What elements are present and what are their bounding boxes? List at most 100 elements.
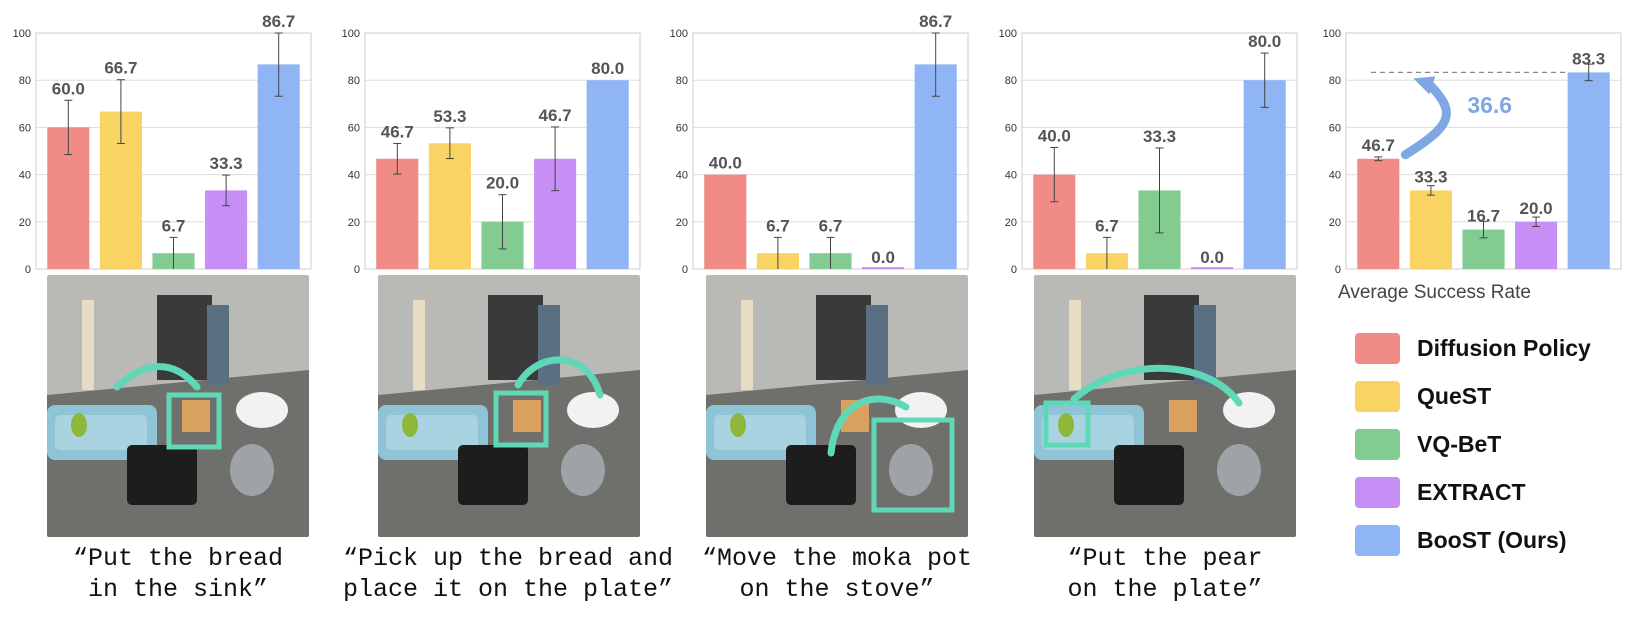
y-tick-label: 60 <box>19 122 31 134</box>
y-tick-label: 20 <box>676 217 688 229</box>
stove <box>127 445 197 505</box>
chart-panel-5: 0 20 40 60 80 100 46.7 33.3 16.7 20.0 83.3 36.6 <box>1323 28 1622 276</box>
gain-annotation: 36.6 <box>1467 92 1512 118</box>
cutting-board <box>741 300 753 390</box>
robot-joint <box>866 305 888 385</box>
bar-value-label: 6.7 <box>819 216 843 235</box>
task-caption-3: “Move the moka pot on the stove” <box>701 544 973 604</box>
y-tick-label: 0 <box>1011 264 1017 276</box>
scene-photo-4 <box>1034 275 1296 537</box>
chart-panel-1: 0 20 40 60 80 100 60.0 66.7 6.7 33.3 86.7 <box>13 12 312 276</box>
legend-swatch-vq-bet <box>1355 428 1400 460</box>
sink-inner <box>386 415 478 450</box>
bread <box>513 400 541 432</box>
task-caption-2: “Pick up the bread and place it on the p… <box>342 544 674 604</box>
moka-pot <box>230 444 274 496</box>
legend-swatch-boost <box>1355 524 1400 556</box>
y-tick-label: 100 <box>342 28 360 40</box>
target-box <box>166 392 222 450</box>
bar-value-label: 33.3 <box>210 154 243 173</box>
y-tick-label: 20 <box>348 217 360 229</box>
target-box <box>871 417 955 513</box>
robot-joint <box>1194 305 1216 385</box>
y-tick-label: 40 <box>676 170 688 182</box>
stove <box>1114 445 1184 505</box>
scene-photo-1 <box>47 275 309 537</box>
y-tick-label: 40 <box>1005 170 1017 182</box>
moka-pot <box>1217 444 1261 496</box>
cutting-board <box>82 300 94 390</box>
chart-panel-2: 0 20 40 60 80 100 46.7 53.3 20.0 46.7 80.0 <box>342 28 641 276</box>
bar-value-label: 20.0 <box>486 174 519 193</box>
bar-value-label: 46.7 <box>381 122 414 141</box>
legend-label: BooST (Ours) <box>1417 526 1567 553</box>
y-tick-label: 0 <box>354 264 360 276</box>
y-tick-label: 0 <box>1335 264 1341 276</box>
plate <box>567 392 619 428</box>
gain-arrow <box>1400 77 1451 160</box>
plate <box>895 392 947 428</box>
y-tick-label: 80 <box>1329 75 1341 87</box>
legend: Diffusion Policy QueST VQ-BeT EXTRACT Bo… <box>1355 324 1591 564</box>
bar-value-label: 6.7 <box>766 216 790 235</box>
bar <box>1567 72 1610 269</box>
bar <box>914 64 957 269</box>
y-tick-label: 60 <box>348 122 360 134</box>
y-tick-label: 40 <box>19 170 31 182</box>
average-chart-xlabel: Average Success Rate <box>1338 282 1531 303</box>
legend-swatch-extract <box>1355 476 1400 508</box>
motion-arrow <box>514 356 604 399</box>
bar <box>257 64 300 269</box>
bar-value-label: 86.7 <box>919 12 952 31</box>
y-tick-label: 80 <box>676 75 688 87</box>
bar-value-label: 0.0 <box>871 248 895 267</box>
y-tick-label: 60 <box>1329 122 1341 134</box>
legend-label: VQ-BeT <box>1417 430 1502 457</box>
bar <box>1357 158 1400 269</box>
bar-value-label: 6.7 <box>162 216 186 235</box>
legend-item-diffusion-policy: Diffusion Policy <box>1355 324 1591 372</box>
bar-value-label: 40.0 <box>1038 126 1071 145</box>
robot-arm <box>816 295 871 380</box>
bar <box>586 80 629 269</box>
stove <box>458 445 528 505</box>
bar-value-label: 6.7 <box>1095 216 1119 235</box>
bar-value-label: 20.0 <box>1520 199 1553 218</box>
y-tick-label: 100 <box>13 28 31 40</box>
stove <box>786 445 856 505</box>
gain-arrow-head <box>1413 76 1436 95</box>
motion-arrow <box>1070 364 1243 407</box>
legend-item-extract: EXTRACT <box>1355 468 1591 516</box>
scene-photo-2 <box>378 275 640 537</box>
legend-swatch-diffusion-policy <box>1355 332 1400 364</box>
y-tick-label: 100 <box>670 28 688 40</box>
y-tick-label: 100 <box>999 28 1017 40</box>
pear <box>1058 413 1074 437</box>
sink-inner <box>714 415 806 450</box>
bar-value-label: 86.7 <box>262 12 295 31</box>
y-tick-label: 80 <box>348 75 360 87</box>
bread <box>182 400 210 432</box>
bar <box>428 143 471 269</box>
legend-swatch-quest <box>1355 380 1400 412</box>
bar <box>1409 190 1452 269</box>
y-tick-label: 20 <box>1005 217 1017 229</box>
y-tick-label: 100 <box>1323 28 1341 40</box>
moka-pot <box>889 444 933 496</box>
bar-value-label: 80.0 <box>1248 32 1281 51</box>
chart-panel-4: 0 20 40 60 80 100 40.0 6.7 33.3 0.0 80.0 <box>999 28 1298 276</box>
y-tick-label: 20 <box>1329 217 1341 229</box>
pear <box>71 413 87 437</box>
bar <box>862 267 905 269</box>
pear <box>730 413 746 437</box>
bar <box>376 158 419 269</box>
chart-panel-3: 0 20 40 60 80 100 40.0 6.7 6.7 0.0 86.7 <box>670 12 969 276</box>
y-tick-label: 0 <box>25 264 31 276</box>
y-tick-label: 60 <box>1005 122 1017 134</box>
sink-inner <box>55 415 147 450</box>
bar <box>704 174 747 269</box>
cutting-board <box>1069 300 1081 390</box>
robot-joint <box>207 305 229 385</box>
bar-value-label: 0.0 <box>1200 248 1224 267</box>
pear <box>402 413 418 437</box>
